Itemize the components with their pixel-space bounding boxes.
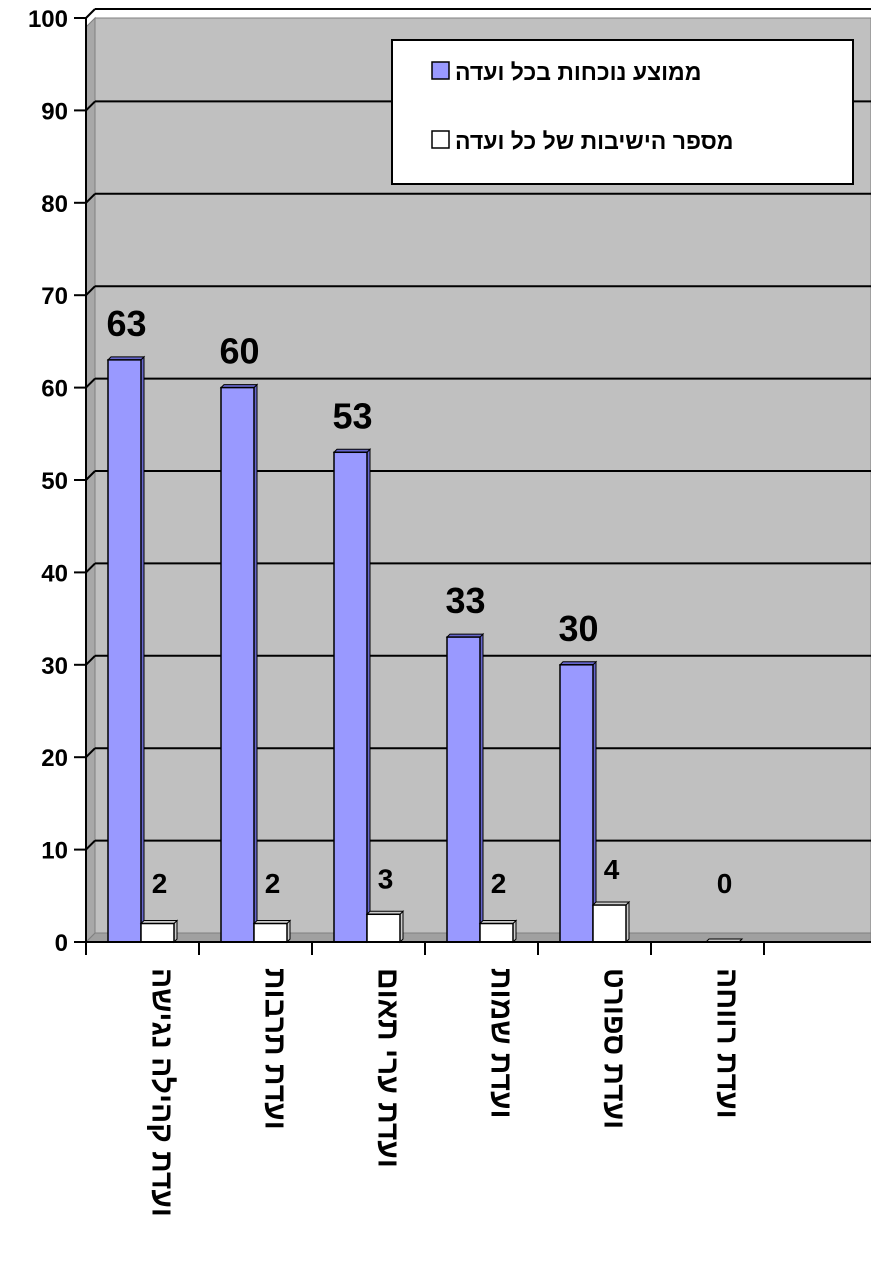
data-label-series-1: 53	[332, 395, 372, 436]
category-label: ועדת קהילה נגישה	[146, 968, 179, 1217]
y-tick-label: 40	[41, 560, 68, 587]
bar-series-2-face	[140, 922, 175, 943]
gridline-depth	[85, 377, 96, 389]
y-tick-label: 0	[55, 930, 68, 957]
bar-series-1	[106, 355, 146, 944]
y-tick-label: 60	[41, 376, 68, 403]
legend-swatch	[431, 61, 450, 80]
bar-series-2	[478, 919, 518, 944]
y-tick-label: 50	[41, 468, 68, 495]
bar-series-2-face	[592, 904, 627, 943]
bar-series-1-face	[446, 636, 481, 943]
bar-series-2-face	[479, 922, 514, 943]
legend: ממוצע נוכחות בכל ועדה מספר הישיבות של כל …	[391, 39, 854, 185]
bar-series-1	[219, 383, 259, 944]
data-label-series-1: 60	[219, 331, 259, 372]
y-axis: 0 10 20 30 40 50 60 70 80 90 100	[28, 6, 87, 957]
gridline-depth	[85, 285, 96, 296]
legend-label: מספר הישיבות של כל ועדה	[455, 128, 733, 154]
category-label: ועדת שמות	[485, 968, 518, 1119]
category-label: ועדת ספורט	[598, 968, 631, 1129]
y-tick-label: 90	[41, 98, 68, 125]
category-label: ועדת תרבות	[259, 968, 292, 1130]
bar-series-2	[365, 910, 405, 944]
gridline-depth	[85, 8, 96, 19]
bar-series-1-face	[220, 386, 255, 943]
data-label-series-2: 2	[265, 868, 281, 899]
bar-series-2	[591, 900, 631, 944]
y-tick-label: 20	[41, 745, 68, 772]
bars	[106, 355, 744, 944]
gridline-depth	[85, 470, 96, 481]
bar-series-2-face	[253, 922, 288, 943]
gridline-depth	[85, 839, 96, 851]
bar-series-1-face	[107, 359, 142, 943]
y-tick-label: 30	[41, 653, 68, 680]
bar-series-1	[445, 632, 485, 944]
y-tick-label: 70	[41, 283, 68, 310]
bar-series-2	[139, 919, 179, 944]
data-label-series-1: 30	[558, 608, 598, 649]
data-label-series-2: 2	[152, 868, 168, 899]
category-label: ועדת ערי תאום	[372, 968, 405, 1168]
bar-series-2	[252, 919, 292, 944]
bar-series-1	[558, 660, 598, 944]
gridline-depth	[85, 747, 96, 758]
bar-series-1-face	[559, 664, 594, 943]
bar-series-2-face	[366, 913, 401, 943]
data-label-series-2: 0	[717, 868, 733, 899]
data-label-series-2: 3	[378, 863, 394, 894]
y-tick-label: 100	[28, 6, 68, 33]
legend-swatch	[431, 130, 450, 149]
bar-series-1	[332, 448, 372, 944]
data-label-series-2: 4	[604, 854, 620, 885]
legend-box	[391, 39, 854, 185]
gridline-depth	[85, 193, 96, 204]
y-tick-label: 10	[41, 838, 68, 865]
category-label: ועדת רווחה	[711, 968, 744, 1119]
data-label-series-2: 2	[491, 868, 507, 899]
data-label-series-1: 63	[106, 303, 146, 344]
gridline-depth	[85, 100, 96, 112]
x-axis: ועדת קהילה נגישה ועדת תרבות ועדת ערי תאום ו…	[85, 941, 871, 1217]
legend-label: ממוצע נוכחות בכל ועדה	[455, 59, 701, 85]
gridline-depth	[85, 562, 96, 574]
y-tick-label: 80	[41, 191, 68, 218]
gridline-depth	[85, 655, 96, 666]
bar-series-1-face	[333, 451, 368, 943]
data-label-series-1: 33	[445, 580, 485, 621]
